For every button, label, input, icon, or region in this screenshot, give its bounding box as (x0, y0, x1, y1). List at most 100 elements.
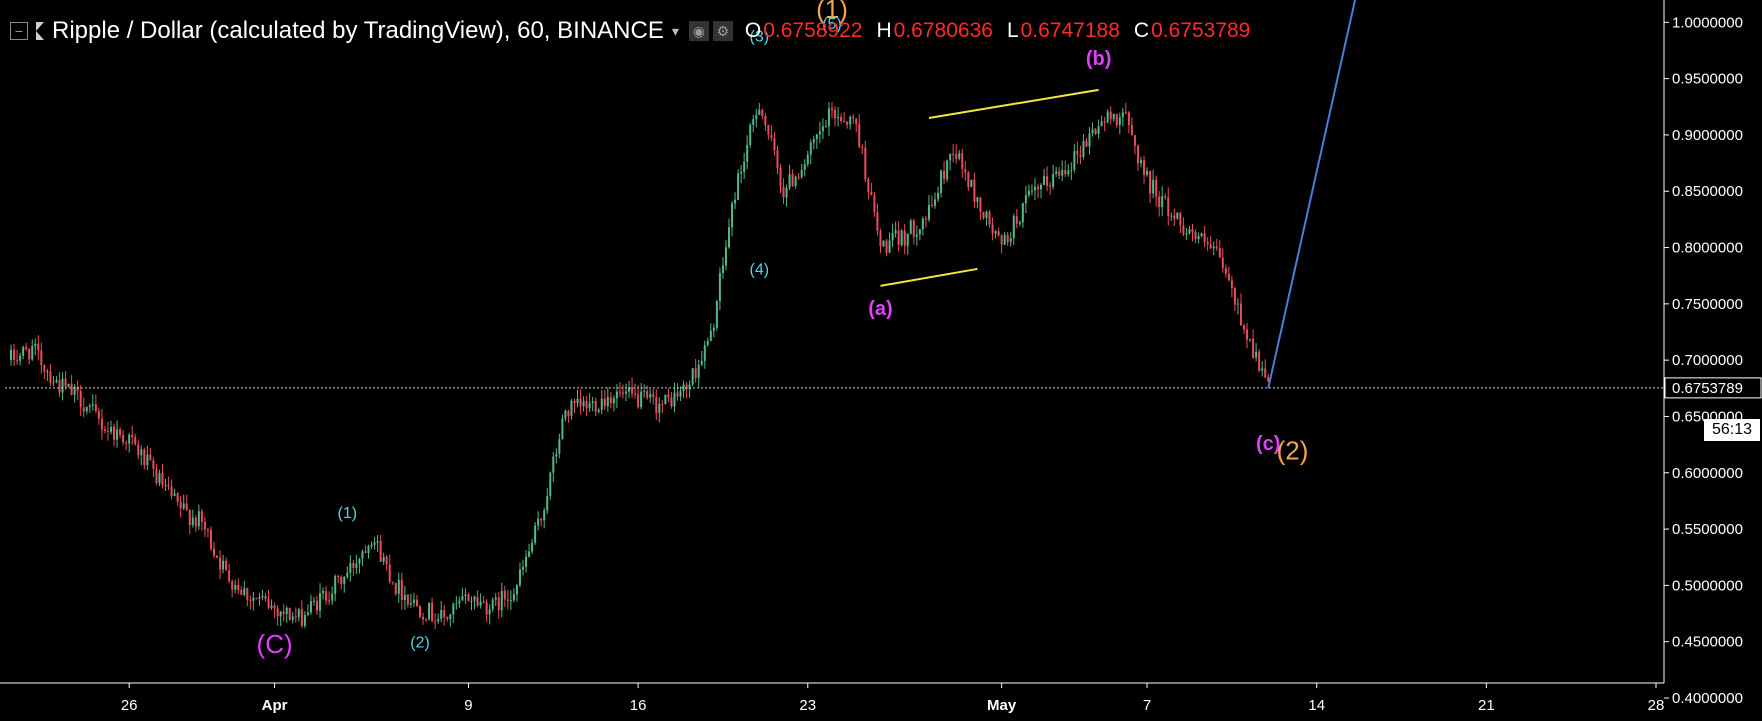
candle (894, 221, 897, 238)
candle-body (549, 472, 552, 496)
candle (270, 599, 273, 610)
candle-body (1085, 140, 1088, 147)
candle (637, 384, 640, 409)
candle (1106, 109, 1109, 124)
candle-body (661, 403, 664, 405)
candle (522, 559, 524, 576)
candle (276, 604, 279, 626)
candle-body (397, 579, 400, 594)
candle-body (1021, 203, 1024, 223)
candle-body (694, 368, 697, 379)
candle-body (1003, 234, 1006, 245)
symbol-title[interactable]: Ripple / Dollar (calculated by TradingVi… (52, 17, 664, 44)
candle-body (734, 199, 737, 204)
wave-label: (a) (868, 298, 892, 320)
eye-icon[interactable]: ◉ (688, 21, 709, 41)
candle (382, 552, 385, 566)
collapse-icon[interactable]: − (10, 22, 28, 40)
candle (703, 340, 706, 369)
candle-body (537, 518, 540, 526)
candle (1188, 225, 1191, 235)
candle (167, 476, 170, 491)
candle (503, 585, 506, 608)
candle (1140, 156, 1142, 168)
candle-body (882, 240, 885, 247)
candle-body (291, 616, 294, 620)
candle (31, 339, 34, 361)
candle (303, 611, 306, 629)
candle (40, 342, 43, 374)
candle-body (555, 453, 558, 457)
candle-body (870, 191, 873, 196)
candle (1058, 166, 1061, 180)
drawings-layer[interactable] (5, 0, 1664, 389)
candle-body (522, 567, 524, 570)
candle-body (852, 116, 855, 119)
candle-body (1064, 169, 1067, 175)
candle (1052, 165, 1055, 190)
price-tick-label: 0.6000000 (1672, 465, 1743, 482)
candle (391, 581, 394, 585)
candle-body (446, 617, 449, 619)
candle (97, 407, 100, 425)
candle (982, 211, 985, 220)
candle-body (1206, 242, 1209, 245)
candle (385, 555, 388, 571)
candle-body (985, 211, 988, 219)
wave-label: (1) (338, 505, 358, 522)
candle-body (1136, 145, 1139, 164)
candle (1146, 167, 1149, 177)
candle-body (116, 429, 119, 440)
candle (1233, 286, 1236, 311)
candle (609, 392, 612, 409)
candle (731, 200, 734, 237)
candle-body (1043, 176, 1046, 185)
candle (979, 196, 982, 221)
candle-body (994, 231, 997, 234)
last-price-label: 0.6753789 (1672, 380, 1743, 397)
candle (506, 589, 509, 610)
candle-body (10, 349, 13, 361)
candle (1085, 137, 1088, 147)
candle (534, 522, 537, 545)
candle (1097, 119, 1100, 139)
candle (52, 376, 55, 387)
candle (1261, 361, 1264, 377)
candle (455, 596, 458, 610)
candle (46, 368, 49, 381)
candle-body (794, 176, 797, 186)
candle-body (1200, 233, 1203, 237)
candle-body (19, 355, 22, 361)
candle-body (1100, 121, 1103, 127)
candle-body (458, 600, 461, 604)
candle (1088, 127, 1091, 155)
candle-body (606, 397, 609, 407)
candle-body (579, 398, 582, 407)
candle-body (697, 364, 700, 379)
candle (594, 397, 597, 417)
candle-body (873, 195, 876, 213)
candle-body (927, 204, 930, 220)
candle-body (485, 602, 488, 615)
gear-icon[interactable]: ⚙ (712, 21, 733, 41)
candle (537, 511, 540, 531)
candle (1076, 141, 1079, 164)
candle (82, 397, 85, 418)
candle-body (1127, 112, 1130, 126)
candle (958, 149, 961, 161)
candle (509, 590, 512, 610)
candle-body (800, 169, 803, 178)
low-key: L (1006, 19, 1019, 42)
candle (1246, 323, 1249, 349)
candle-body (143, 449, 146, 466)
candle (49, 363, 52, 387)
candle (431, 597, 434, 623)
candle (1143, 155, 1146, 184)
candle-body (128, 434, 131, 444)
candle-body (258, 597, 261, 599)
chevron-down-icon[interactable]: ▾ (671, 22, 679, 39)
candle-body (419, 606, 421, 617)
candle (1267, 373, 1270, 382)
